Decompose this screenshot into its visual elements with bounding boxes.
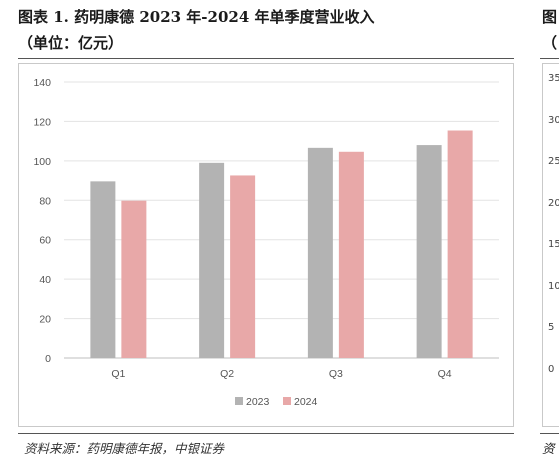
bottom-rule	[18, 433, 514, 434]
y-tick-label: 0	[45, 353, 51, 365]
x-tick-label: Q1	[111, 368, 125, 380]
bar-2023-Q2	[199, 162, 225, 358]
y-tick-label: 60	[39, 235, 51, 247]
x-tick-label: Q4	[438, 368, 452, 380]
bar-2024-Q4	[447, 130, 473, 358]
y-tick-label: 120	[33, 116, 51, 128]
bar-2023-Q3	[307, 147, 333, 358]
next-figure-y-tick: 30	[548, 114, 559, 126]
bar-2024-Q3	[338, 151, 364, 358]
next-figure-y-tick: 25	[548, 156, 559, 167]
y-tick-label: 140	[33, 77, 51, 89]
x-tick-label: Q2	[220, 368, 234, 380]
next-figure-y-tick: 20	[548, 197, 559, 209]
legend-label-2024: 2024	[294, 396, 318, 408]
legend-swatch-2023	[235, 397, 243, 405]
y-tick-label: 20	[39, 314, 51, 326]
y-tick-label: 40	[39, 274, 51, 286]
next-figure-title: 图 （	[542, 4, 557, 56]
bar-2023-Q4	[416, 145, 442, 358]
top-rule	[18, 58, 514, 59]
next-figure-y-tick: 15	[548, 239, 559, 250]
bar-2023-Q1	[90, 181, 116, 358]
next-figure-source: 资	[542, 441, 555, 456]
next-figure-y-tick: 0	[548, 363, 555, 375]
next-figure-y-tick: 35	[548, 73, 559, 84]
y-tick-label: 80	[39, 195, 51, 207]
y-tick-label: 100	[33, 156, 51, 168]
x-tick-label: Q3	[329, 368, 343, 380]
legend-label-2023: 2023	[246, 396, 270, 408]
figure-title-line2: （单位：亿元）	[18, 34, 124, 52]
next-figure-y-tick: 10	[548, 280, 559, 292]
next-figure-partial: 图 （ 35 30 25 20 15 10 5 0 资	[540, 0, 559, 459]
figure-title: 图表 1. 药明康德 2023 年-2024 年单季度营业收入 （单位：亿元）	[18, 4, 518, 56]
figure-title-line1: 图表 1. 药明康德 2023 年-2024 年单季度营业收入	[18, 8, 375, 26]
next-figure-title-line2: （	[542, 34, 558, 52]
chart-container: 0 20 40 60 80 100 120 140 Q1 Q2 Q3 Q4 2023 2024	[18, 63, 514, 427]
bar-chart: 0 20 40 60 80 100 120 140 Q1 Q2 Q3 Q4 2023 2024	[33, 77, 499, 408]
bar-2024-Q2	[230, 175, 256, 358]
next-figure-top-rule	[540, 58, 559, 59]
next-figure-y-tick: 5	[548, 322, 555, 333]
source-note: 资料来源：药明康德年报，中银证券	[24, 441, 225, 456]
next-figure-bottom-rule	[540, 433, 559, 434]
legend-swatch-2024	[283, 397, 291, 405]
next-figure-title-line1: 图	[542, 8, 558, 26]
next-figure-chart-box	[542, 63, 559, 427]
bar-2024-Q1	[121, 200, 147, 358]
